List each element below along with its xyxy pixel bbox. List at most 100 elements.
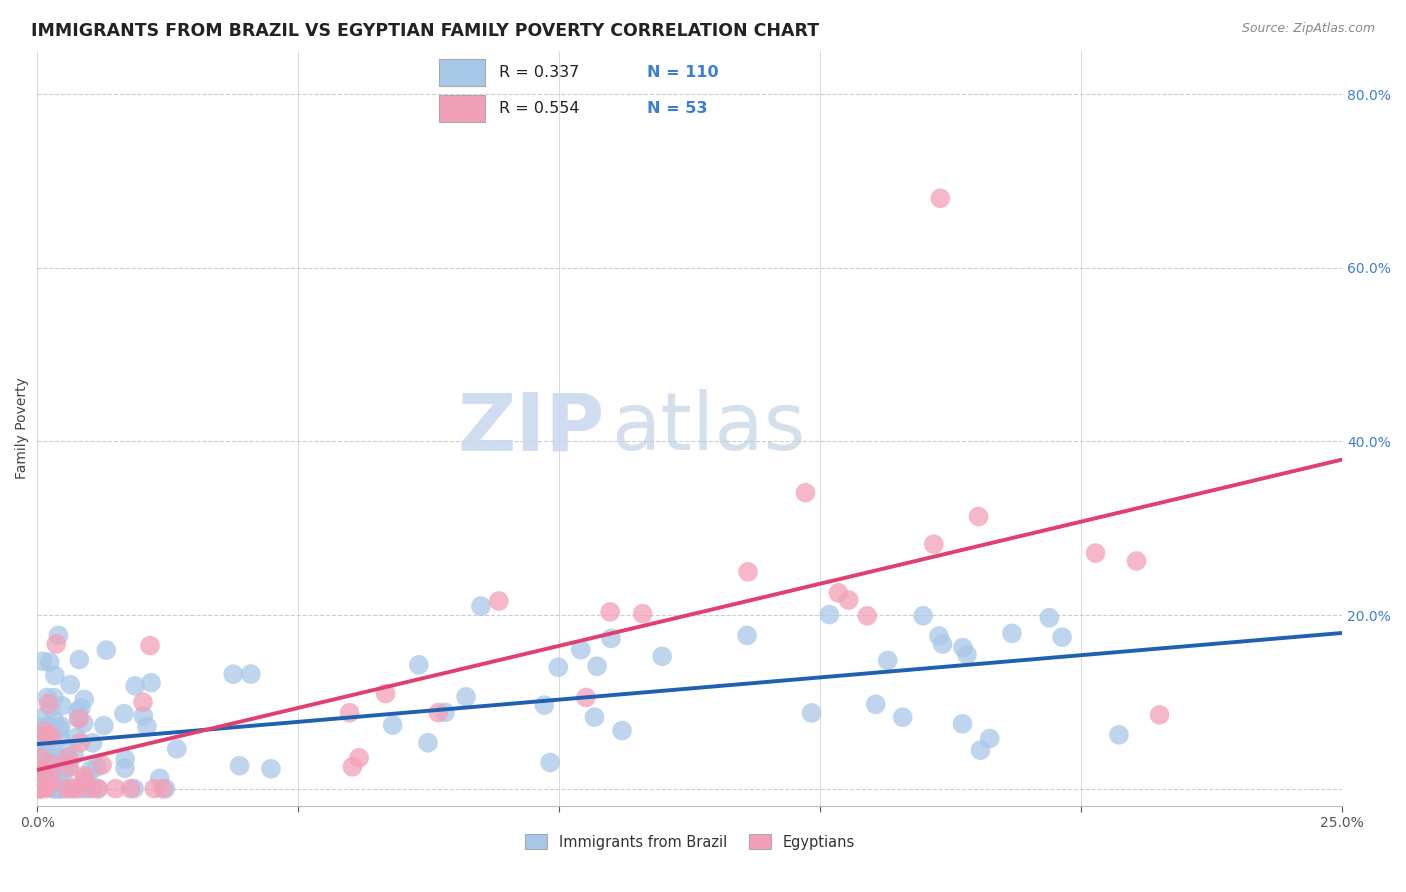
Point	[46, 761, 69, 775]
Point	[735, 628, 758, 642]
Point	[28, 751, 51, 765]
Point	[80, 781, 103, 796]
Point	[65, 731, 87, 745]
Point	[28, 781, 51, 796]
Point	[222, 667, 245, 681]
Point	[45, 637, 67, 651]
Point	[132, 695, 155, 709]
Legend: Immigrants from Brazil, Egyptians: Immigrants from Brazil, Egyptians	[519, 829, 860, 855]
Point	[86, 760, 108, 774]
Point	[55, 758, 77, 772]
Point	[891, 710, 914, 724]
Point	[70, 701, 93, 715]
Point	[73, 692, 96, 706]
Point	[44, 781, 66, 796]
Point	[44, 668, 66, 682]
Point	[876, 653, 898, 667]
Text: Source: ZipAtlas.com: Source: ZipAtlas.com	[1241, 22, 1375, 36]
Point	[416, 736, 439, 750]
Point	[55, 781, 77, 796]
Point	[28, 781, 51, 796]
Point	[82, 736, 104, 750]
Point	[120, 781, 142, 796]
Point	[1149, 707, 1171, 722]
Point	[96, 643, 118, 657]
Point	[1001, 626, 1024, 640]
Point	[39, 756, 62, 771]
Point	[28, 720, 51, 734]
Point	[470, 599, 492, 614]
Point	[434, 706, 457, 720]
Point	[28, 764, 51, 778]
Point	[67, 711, 90, 725]
Point	[381, 718, 404, 732]
Point	[929, 191, 952, 205]
Point	[928, 629, 950, 643]
Point	[347, 751, 370, 765]
Point	[533, 698, 555, 713]
Point	[93, 718, 115, 732]
Point	[912, 608, 935, 623]
Point	[87, 781, 110, 796]
Point	[51, 698, 73, 713]
Point	[104, 781, 127, 796]
Point	[73, 769, 96, 783]
Point	[37, 690, 59, 705]
Point	[969, 743, 991, 757]
Point	[41, 730, 63, 744]
Point	[488, 594, 510, 608]
Point	[37, 697, 59, 711]
Point	[35, 736, 58, 750]
Point	[538, 756, 561, 770]
Point	[599, 605, 621, 619]
Point	[44, 714, 66, 728]
Point	[49, 781, 72, 796]
Point	[967, 509, 990, 524]
Point	[53, 745, 76, 759]
Point	[1038, 611, 1060, 625]
Point	[956, 648, 979, 662]
Point	[794, 485, 817, 500]
Point	[35, 781, 58, 796]
Point	[80, 763, 103, 777]
Point	[135, 719, 157, 733]
Point	[166, 741, 188, 756]
Point	[818, 607, 841, 622]
Point	[39, 700, 62, 714]
Point	[49, 719, 72, 733]
Point	[52, 777, 75, 791]
Point	[49, 730, 72, 744]
Point	[952, 717, 974, 731]
Point	[62, 781, 84, 796]
Point	[35, 751, 58, 765]
Point	[114, 752, 136, 766]
Point	[112, 706, 135, 721]
Point	[737, 565, 759, 579]
Point	[124, 679, 146, 693]
Point	[28, 768, 51, 782]
Point	[52, 781, 75, 796]
Point	[63, 747, 86, 762]
Point	[456, 690, 478, 704]
Point	[34, 763, 56, 777]
Point	[39, 769, 62, 783]
Point	[66, 781, 89, 796]
Point	[49, 781, 72, 796]
Point	[374, 687, 396, 701]
Point	[979, 731, 1001, 746]
Point	[155, 781, 177, 796]
Point	[53, 775, 76, 789]
Point	[73, 716, 96, 731]
Point	[827, 586, 849, 600]
Point	[408, 657, 430, 672]
Point	[610, 723, 633, 738]
Point	[28, 711, 51, 725]
Point	[28, 781, 51, 796]
Y-axis label: Family Poverty: Family Poverty	[15, 377, 30, 479]
Point	[59, 781, 82, 796]
Point	[91, 758, 114, 772]
Point	[77, 774, 100, 789]
Point	[35, 729, 58, 743]
Point	[931, 637, 953, 651]
Point	[28, 781, 51, 796]
